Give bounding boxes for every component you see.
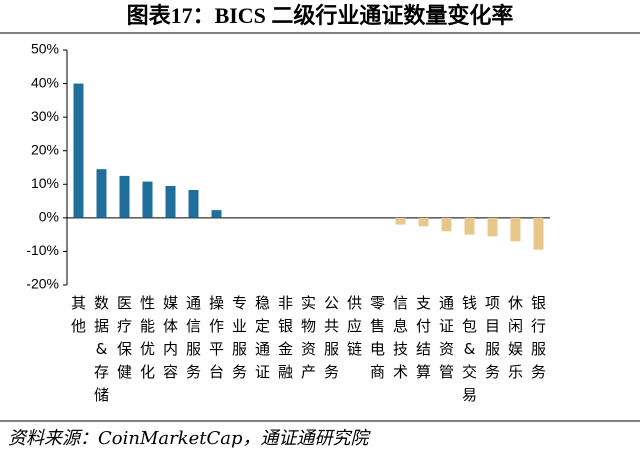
y-tick-label: 20% xyxy=(31,141,59,157)
bar xyxy=(96,169,107,218)
bar xyxy=(464,217,475,235)
x-tick-label: 支付结算 xyxy=(415,294,431,381)
y-tick-label: 10% xyxy=(31,175,59,191)
x-tick-label: 实物资产 xyxy=(300,294,316,381)
x-tick-label: 项目服务 xyxy=(484,294,500,381)
x-tick-label: 媒体内容 xyxy=(162,294,178,381)
x-tick-label: 公共服务 xyxy=(323,294,339,381)
x-tick-label: 通信服务 xyxy=(185,294,201,381)
bar xyxy=(487,217,498,237)
x-tick-label: 操作平台 xyxy=(208,294,224,381)
x-tick-label: 零售电商 xyxy=(369,294,385,381)
y-tick-label: 50% xyxy=(31,41,59,57)
y-tick-label: 0% xyxy=(39,209,59,225)
bar xyxy=(510,217,521,242)
bar xyxy=(533,217,544,250)
x-tick-label: 数据&存储 xyxy=(93,294,109,404)
x-tick-label: 性能优化 xyxy=(139,294,155,381)
x-tick-label: 休闲娱乐 xyxy=(507,294,523,381)
bar xyxy=(188,189,199,218)
bar xyxy=(119,175,130,218)
y-tick-label: -20% xyxy=(26,276,59,292)
x-tick-label: 供应链 xyxy=(346,294,362,358)
y-tick-label: 30% xyxy=(31,108,59,124)
x-tick-label: 专业服务 xyxy=(231,294,247,381)
x-tick-label: 银行服务 xyxy=(530,294,546,381)
x-tick-label: 医疗保健 xyxy=(116,294,132,381)
x-tick-label: 钱包&交易 xyxy=(461,294,477,404)
bar xyxy=(441,217,452,232)
source-note: 资料来源：CoinMarketCap，通证通研究院 xyxy=(8,428,369,449)
y-tick-label: 40% xyxy=(31,74,59,90)
bar xyxy=(73,83,84,218)
x-tick-label: 通证资管 xyxy=(438,294,454,381)
bar xyxy=(211,210,222,218)
x-tick-label: 非银金融 xyxy=(277,294,293,381)
x-tick-label: 稳定通证 xyxy=(254,294,270,381)
x-tick-label: 信息技术 xyxy=(392,294,408,381)
bar xyxy=(142,181,153,218)
bar xyxy=(395,217,406,225)
chart-title: 图表17：BICS 二级行业通证数量变化率 xyxy=(126,3,514,28)
bar xyxy=(418,217,429,227)
bar xyxy=(165,185,176,218)
y-tick-label: -10% xyxy=(26,242,59,258)
x-tick-label: 其他 xyxy=(70,294,86,335)
